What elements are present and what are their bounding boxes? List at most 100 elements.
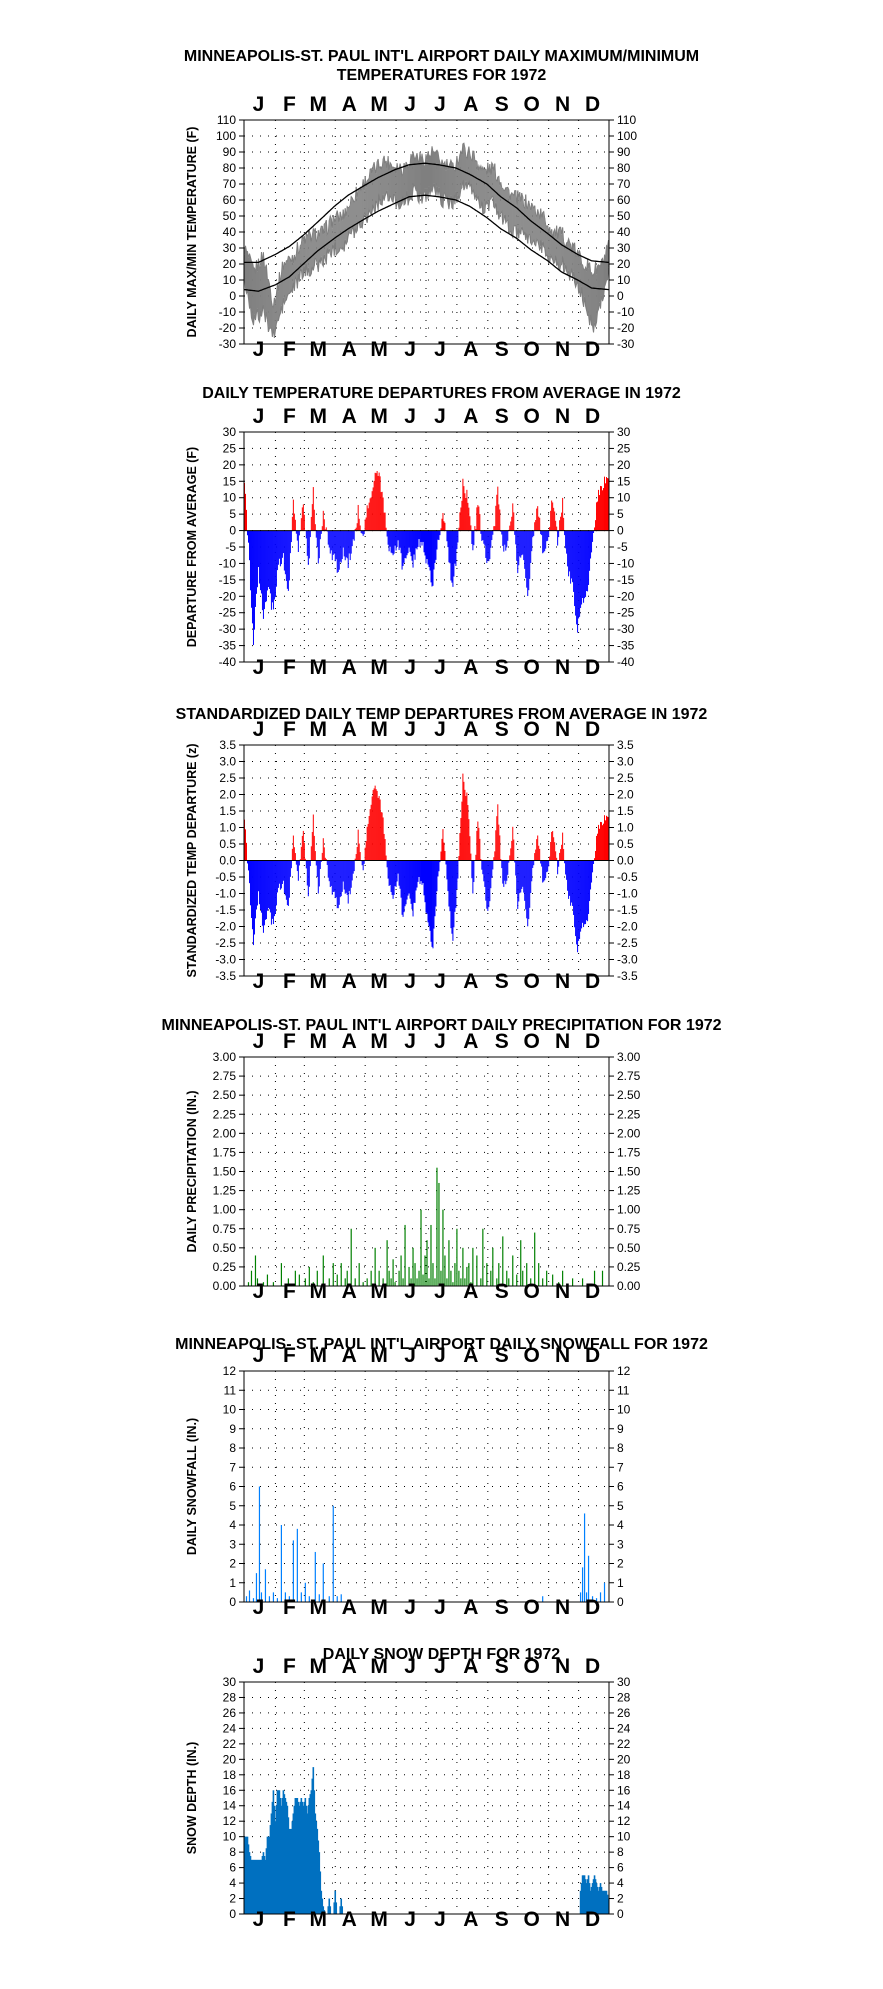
month-label-top: J (404, 1030, 416, 1053)
y-tick-label-left: 0.00 (213, 1279, 237, 1293)
month-label-top: S (495, 1030, 509, 1053)
y-tick-label-right: 5 (617, 1499, 624, 1513)
y-tick-label-right: -20 (617, 589, 635, 603)
month-label-bottom: O (524, 1596, 540, 1619)
y-tick-label-right: -35 (617, 639, 635, 653)
y-tick-label-left: 0.25 (213, 1260, 237, 1274)
chart-title: MINNEAPOLIS-ST. PAUL INT'L AIRPORT DAILY… (161, 1017, 722, 1034)
y-tick-label-right: 0 (617, 524, 624, 538)
y-axis-label: DEPARTURE FROM AVERAGE (F) (185, 447, 199, 647)
departure-panel: DAILY TEMPERATURE DEPARTURES FROM AVERAG… (0, 358, 883, 688)
month-label-top: O (524, 718, 540, 741)
y-tick-label-left: 0 (229, 289, 236, 303)
month-label-top: M (370, 405, 388, 428)
month-label-top: S (495, 1344, 509, 1367)
y-tick-label-left: 16 (223, 1783, 237, 1797)
month-label-bottom: O (524, 338, 540, 358)
month-label-top: A (463, 1030, 478, 1053)
y-tick-label-right: 10 (617, 1403, 631, 1417)
y-tick-label-left: 1.00 (213, 1203, 237, 1217)
standardized-departure-chart: -3.5 -3.5 -3.0 -3.0 -2.5 -2.5 -2.0 -2.0 -1.5 -1.5… (185, 718, 638, 993)
y-tick-label-left: 1.25 (213, 1184, 237, 1198)
month-label-top: M (310, 93, 328, 116)
month-label-top: M (370, 93, 388, 116)
month-label-bottom: S (495, 338, 509, 358)
month-label-bottom: D (585, 1908, 600, 1931)
y-tick-label-left: 0.0 (219, 854, 236, 868)
departure-chart: -40 -40 -35 -35 -30 -30 -25 -25 -20 -20 -15 -15 -10 -… (185, 405, 635, 679)
month-label-bottom: A (342, 970, 357, 993)
month-label-bottom: M (310, 1908, 328, 1931)
month-label-bottom: A (463, 1280, 478, 1303)
y-tick-label-right: -1.5 (617, 903, 638, 917)
month-label-bottom: D (585, 656, 600, 679)
y-tick-label-left: 24 (223, 1721, 237, 1735)
month-label-bottom: S (495, 970, 509, 993)
month-label-top: M (370, 1344, 388, 1367)
y-tick-label-right: 8 (617, 1441, 624, 1455)
month-label-bottom: N (555, 338, 570, 358)
y-tick-label-left: -10 (219, 556, 237, 570)
y-tick-label-left: 14 (223, 1799, 237, 1813)
y-tick-label-right: 3.0 (617, 755, 634, 769)
month-label-bottom: J (434, 338, 446, 358)
y-tick-label-right: -2.0 (617, 920, 638, 934)
y-tick-label-left: 90 (223, 145, 237, 159)
month-label-top: J (253, 718, 265, 741)
y-tick-label-right: 26 (617, 1706, 631, 1720)
month-label-bottom: J (434, 970, 446, 993)
y-axis-label: DAILY PRECIPITATION (IN.) (185, 1090, 199, 1252)
y-tick-label-left: 10 (223, 1830, 237, 1844)
y-tick-label-left: -30 (219, 622, 237, 636)
month-label-top: O (524, 1030, 540, 1053)
month-label-top: J (434, 405, 446, 428)
month-label-top: J (253, 93, 265, 116)
month-label-top: A (342, 1344, 357, 1367)
y-tick-label-left: 12 (223, 1364, 237, 1378)
y-tick-label-right: -20 (617, 321, 635, 335)
y-tick-label-left: 100 (216, 129, 236, 143)
month-label-top: A (463, 405, 478, 428)
y-tick-label-right: 15 (617, 474, 631, 488)
month-label-bottom: S (495, 656, 509, 679)
chart-title: DAILY TEMPERATURE DEPARTURES FROM AVERAG… (202, 385, 681, 402)
y-tick-label-right: 1.5 (617, 804, 634, 818)
month-label-bottom: F (283, 970, 296, 993)
month-label-bottom: M (310, 656, 328, 679)
month-label-top: M (310, 1655, 328, 1678)
precipitation-panel: MINNEAPOLIS-ST. PAUL INT'L AIRPORT DAILY… (0, 1006, 883, 1326)
month-label-bottom: A (342, 1280, 357, 1303)
y-tick-label-right: 2.25 (617, 1107, 641, 1121)
y-tick-label-right: 5 (617, 507, 624, 521)
y-tick-label-left: -35 (219, 639, 237, 653)
month-label-bottom: M (310, 970, 328, 993)
month-label-bottom: J (253, 338, 265, 358)
month-label-bottom: N (555, 1596, 570, 1619)
month-label-bottom: O (524, 1908, 540, 1931)
y-tick-label-right: 22 (617, 1737, 631, 1751)
y-tick-label-right: -10 (617, 556, 635, 570)
month-label-top: A (463, 1344, 478, 1367)
y-tick-label-left: -10 (219, 305, 237, 319)
month-label-top: S (495, 405, 509, 428)
chart-title: MINNEAPOLIS-ST. PAUL INT'L AIRPORT DAILY… (183, 48, 700, 84)
month-label-bottom: J (404, 970, 416, 993)
y-tick-label-right: 25 (617, 441, 631, 455)
y-tick-label-left: 2 (229, 1892, 236, 1906)
y-tick-label-right: 4 (617, 1876, 624, 1890)
y-tick-label-right: 80 (617, 161, 631, 175)
snow-depth-panel: DAILY SNOW DEPTH FOR 1972 0 0 2 2 4 4 6 6 8 8 10 10… (0, 1642, 883, 1989)
y-tick-label-right: 2.75 (617, 1069, 641, 1083)
month-label-bottom: M (370, 970, 388, 993)
y-tick-label-left: 2 (229, 1557, 236, 1571)
month-label-bottom: F (283, 1908, 296, 1931)
y-tick-label-left: -2.5 (215, 936, 236, 950)
month-label-top: A (342, 1030, 357, 1053)
y-tick-label-left: 30 (223, 1675, 237, 1689)
month-label-bottom: D (585, 1280, 600, 1303)
y-tick-label-left: 3.5 (219, 738, 236, 752)
y-tick-label-left: -3.5 (215, 969, 236, 983)
y-tick-label-right: 60 (617, 193, 631, 207)
y-tick-label-left: 20 (223, 458, 237, 472)
y-tick-label-left: 6 (229, 1480, 236, 1494)
